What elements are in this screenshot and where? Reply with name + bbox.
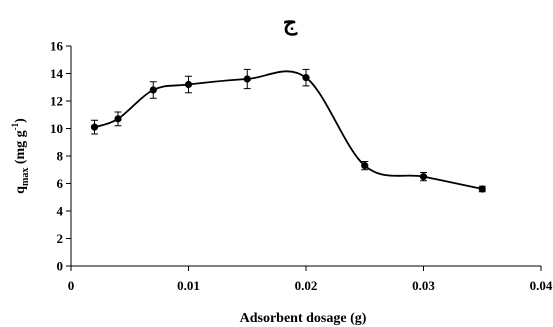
y-tick-label: 2 (57, 231, 64, 246)
data-point (243, 75, 251, 83)
y-tick-label: 10 (50, 121, 63, 136)
x-tick-label: 0 (68, 278, 75, 293)
y-tick-label: 14 (50, 66, 64, 81)
data-point (361, 162, 369, 170)
data-point (90, 123, 99, 131)
x-tick-label: 0.02 (295, 278, 318, 293)
data-point (149, 86, 157, 94)
x-tick-label: 0.01 (177, 278, 200, 293)
data-point (302, 74, 310, 82)
y-label-unit-close: ) (13, 118, 28, 123)
data-point (419, 173, 428, 181)
y-tick-label: 0 (57, 259, 64, 274)
data-point (478, 185, 486, 193)
data-point (114, 115, 122, 123)
marks-layer (90, 68, 486, 193)
series-line (94, 70, 483, 190)
svg-text:qmax (mg g-1): qmax (mg g-1) (10, 118, 31, 194)
y-tick-label: 8 (57, 149, 64, 164)
x-tick-label: 0.04 (530, 278, 553, 293)
y-label-main: q (13, 186, 28, 194)
curve-layer (94, 70, 483, 190)
y-tick-label: 16 (50, 39, 64, 54)
x-tick-label: 0.03 (412, 278, 435, 293)
axes: 0 2 4 6 8 10 12 14 16 0 0.01 0.02 0.03 0.04 (50, 39, 553, 294)
chart-title: ج (283, 10, 298, 36)
y-tick-label: 12 (50, 94, 63, 109)
y-label-unit-open: (mg g (13, 130, 28, 167)
data-point (184, 80, 193, 89)
y-label-unit-sup: -1 (10, 122, 20, 130)
y-axis-label: qmax (mg g-1) (10, 118, 31, 194)
y-label-sub: max (20, 168, 31, 186)
x-axis-label: Adsorbent dosage (g) (240, 311, 367, 326)
y-tick-label: 6 (57, 176, 64, 191)
y-tick-label: 4 (57, 204, 64, 219)
